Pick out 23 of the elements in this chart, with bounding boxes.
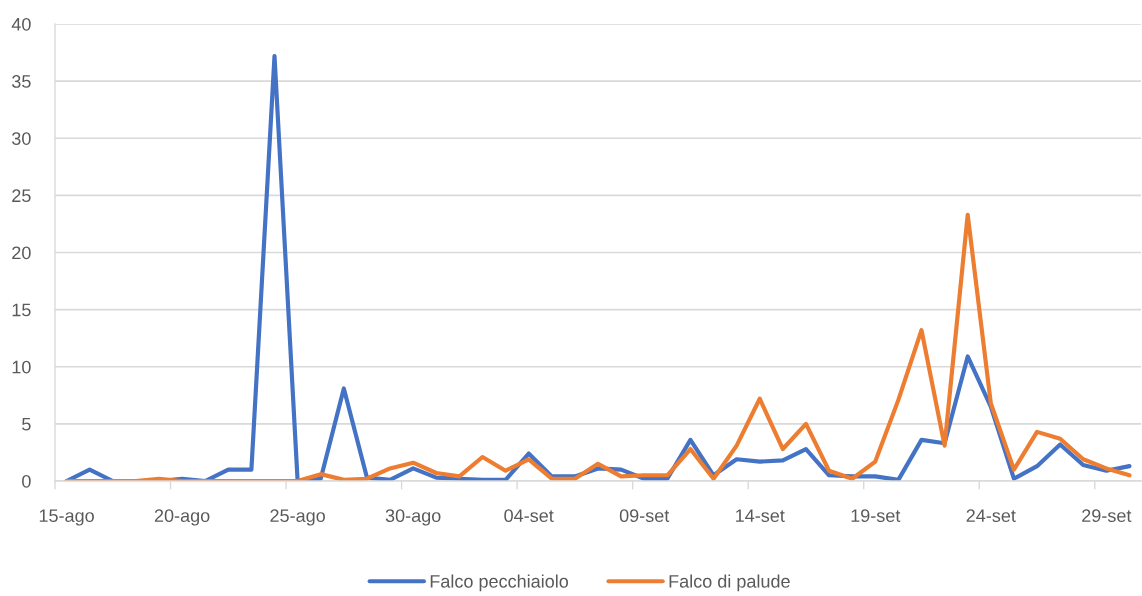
legend-label: Falco di palude <box>669 574 790 592</box>
y-tick-label: 20 <box>12 246 31 260</box>
x-tick-label: 15-ago <box>39 509 94 526</box>
x-tick-label: 25-ago <box>270 509 325 526</box>
x-tick-label: 29-set <box>1082 509 1132 523</box>
line-series <box>64 212 1132 481</box>
y-tick-label: 40 <box>11 17 31 31</box>
x-tick-label: 04-set <box>504 509 554 523</box>
x-tick-label: 09-set <box>619 509 670 523</box>
y-tick-label: 10 <box>12 360 31 374</box>
legend-label: Falco pecchiaiolo <box>430 574 569 592</box>
y-tick-label: 5 <box>22 418 31 431</box>
x-tick-label: 20-ago <box>154 509 210 526</box>
y-tick-label: 30 <box>12 132 31 145</box>
y-tick-label: 0 <box>22 474 31 488</box>
y-tick-label: 25 <box>12 189 31 203</box>
x-tick-label: 14-set <box>736 509 785 523</box>
x-tick-label: 30-ago <box>385 509 441 526</box>
x-tick-label: 19-set <box>851 509 901 523</box>
x-tick-label: 24-set <box>966 509 1016 523</box>
y-tick-label: 35 <box>12 75 31 88</box>
line-series <box>64 53 1132 481</box>
y-tick-label: 15 <box>12 303 31 317</box>
